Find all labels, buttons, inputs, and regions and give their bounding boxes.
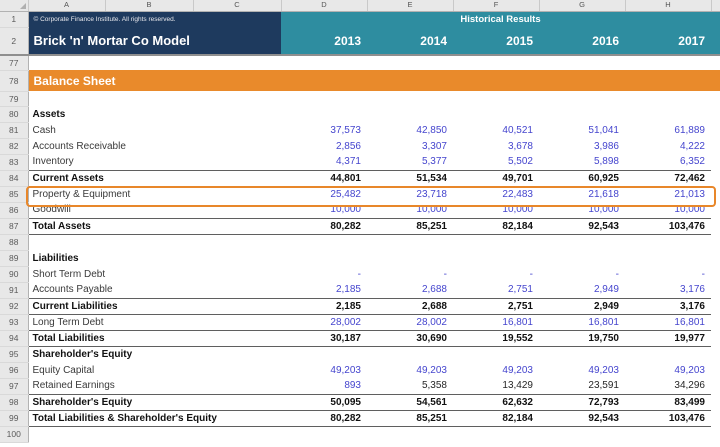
year-header-2017[interactable]: 2017 (625, 27, 711, 56)
column-header-row: A B C D E F G H (0, 0, 720, 12)
column-header-c[interactable]: C (193, 0, 282, 12)
row-number[interactable]: 90 (0, 266, 29, 283)
title-row-2: 2 Brick 'n' Mortar Co Model 2013 2014 20… (0, 27, 720, 56)
column-header-g[interactable]: G (539, 0, 626, 12)
cell-label-accounts-payable[interactable]: Accounts Payable (32, 284, 113, 296)
table-row-liabilities-header: 89 Liabilities (0, 250, 720, 267)
table-row-current-liabilities: 92 Current Liabilities 2,185 2,688 2,751… (0, 297, 720, 315)
row-number[interactable]: 78 (0, 70, 29, 92)
row-number[interactable]: 1 (0, 11, 29, 28)
table-row-shareholders-equity-total: 98 Shareholder's Equity 50,095 54,561 62… (0, 393, 720, 411)
table-row-shareholders-equity-header: 95 Shareholder's Equity (0, 346, 720, 363)
column-header-a[interactable]: A (28, 0, 106, 12)
row-number[interactable]: 79 (0, 91, 29, 107)
cell-label-goodwill[interactable]: Goodwill (32, 204, 71, 216)
cell-label-property-equipment[interactable]: Property & Equipment (32, 188, 131, 200)
column-header-f[interactable]: F (453, 0, 540, 12)
title-row-1: 1 © Corporate Finance Institute. All rig… (0, 11, 720, 28)
empty-row: 79 (0, 91, 720, 107)
table-row-accounts-payable: 91 Accounts Payable 2,185 2,688 2,751 2,… (0, 282, 720, 299)
column-header-partial (711, 0, 720, 12)
cell-label-shareholders-equity-total[interactable]: Shareholder's Equity (28, 393, 281, 410)
cell-label-assets[interactable]: Assets (32, 108, 66, 120)
row-number[interactable]: 91 (0, 282, 29, 299)
empty-row: 77 (0, 55, 720, 71)
row-number[interactable]: 82 (0, 138, 29, 155)
table-row-goodwill: 86 Goodwill 10,000 10,000 10,000 10,000 … (0, 202, 720, 219)
cell-label-retained-earnings[interactable]: Retained Earnings (32, 380, 115, 392)
table-row-property-equipment: 85 Property & Equipment 25,482 23,718 22… (0, 186, 720, 203)
year-header-2015[interactable]: 2015 (453, 27, 539, 56)
cell-label-total-liabilities-and-equity[interactable]: Total Liabilities & Shareholder's Equity (28, 409, 281, 427)
empty-row: 100 (0, 426, 720, 443)
historical-results-header[interactable]: Historical Results (281, 11, 720, 27)
row-number[interactable]: 100 (0, 426, 29, 443)
table-row-long-term-debt: 93 Long Term Debt 28,002 28,002 16,801 1… (0, 314, 720, 331)
select-all-corner[interactable] (0, 0, 29, 12)
row-number[interactable]: 87 (0, 218, 29, 235)
column-header-h[interactable]: H (625, 0, 712, 12)
cell-label-long-term-debt[interactable]: Long Term Debt (32, 316, 104, 328)
table-row-assets-header: 80 Assets (0, 106, 720, 123)
column-header-b[interactable]: B (105, 0, 194, 12)
cell-label-liabilities[interactable]: Liabilities (32, 252, 79, 264)
row-number[interactable]: 88 (0, 234, 29, 251)
column-header-d[interactable]: D (281, 0, 368, 12)
row-number[interactable]: 92 (0, 298, 29, 315)
row-number[interactable]: 98 (0, 394, 29, 411)
row-number[interactable]: 2 (0, 27, 29, 56)
table-row-equity-capital: 96 Equity Capital 49,203 49,203 49,203 4… (0, 362, 720, 379)
table-row-total-liabilities: 94 Total Liabilities 30,187 30,690 19,55… (0, 329, 720, 347)
row-number[interactable]: 93 (0, 314, 29, 331)
table-row-cash: 81 Cash 37,573 42,850 40,521 51,041 61,8… (0, 122, 720, 139)
year-header-2016[interactable]: 2016 (539, 27, 625, 56)
cell-label-accounts-receivable[interactable]: Accounts Receivable (32, 140, 126, 152)
workbook-title[interactable]: Brick 'n' Mortar Co Model (28, 27, 281, 56)
table-row-retained-earnings: 97 Retained Earnings 893 5,358 13,429 23… (0, 378, 720, 395)
table-row-inventory: 83 Inventory 4,371 5,377 5,502 5,898 6,3… (0, 154, 720, 171)
row-number[interactable]: 96 (0, 362, 29, 379)
column-header-e[interactable]: E (367, 0, 454, 12)
row-number[interactable]: 77 (0, 55, 29, 71)
cell-label-total-assets[interactable]: Total Assets (28, 217, 281, 235)
row-number[interactable]: 89 (0, 250, 29, 267)
cell-label-total-liabilities[interactable]: Total Liabilities (28, 329, 281, 347)
row-number[interactable]: 86 (0, 202, 29, 219)
select-all-triangle-icon (19, 2, 26, 9)
cell-label-inventory[interactable]: Inventory (32, 156, 74, 168)
table-row-accounts-receivable: 82 Accounts Receivable 2,856 3,307 3,678… (0, 138, 720, 155)
row-number[interactable]: 83 (0, 154, 29, 171)
table-row-current-assets: 84 Current Assets 44,801 51,534 49,701 6… (0, 169, 720, 187)
row-number[interactable]: 94 (0, 330, 29, 347)
copyright-text[interactable]: © Corporate Finance Institute. All right… (28, 11, 281, 27)
year-header-2013[interactable]: 2013 (281, 27, 367, 56)
cell-label-equity-capital[interactable]: Equity Capital (32, 364, 95, 376)
row-number[interactable]: 81 (0, 122, 29, 139)
empty-row: 88 (0, 234, 720, 251)
row-number[interactable]: 97 (0, 378, 29, 395)
cell-label-cash[interactable]: Cash (32, 124, 56, 136)
row-number[interactable]: 95 (0, 346, 29, 363)
year-header-2014[interactable]: 2014 (367, 27, 453, 56)
row-number[interactable]: 80 (0, 106, 29, 123)
table-row-total-liabilities-and-equity: 99 Total Liabilities & Shareholder's Equ… (0, 409, 720, 427)
header-filler (711, 27, 720, 56)
cell-label-current-assets[interactable]: Current Assets (28, 169, 281, 187)
row-number[interactable]: 85 (0, 186, 29, 203)
balance-sheet-banner[interactable]: Balance Sheet (28, 70, 720, 91)
table-row-short-term-debt: 90 Short Term Debt - - - - - (0, 266, 720, 283)
balance-sheet-banner-row: 78 Balance Sheet (0, 70, 720, 92)
cell-label-short-term-debt[interactable]: Short Term Debt (32, 268, 106, 280)
row-number[interactable]: 84 (0, 170, 29, 187)
row-number[interactable]: 99 (0, 410, 29, 427)
cell-label-current-liabilities[interactable]: Current Liabilities (28, 297, 281, 315)
table-row-total-assets: 87 Total Assets 80,282 85,251 82,184 92,… (0, 217, 720, 235)
cell-label-shareholders-equity-header[interactable]: Shareholder's Equity (32, 348, 133, 360)
